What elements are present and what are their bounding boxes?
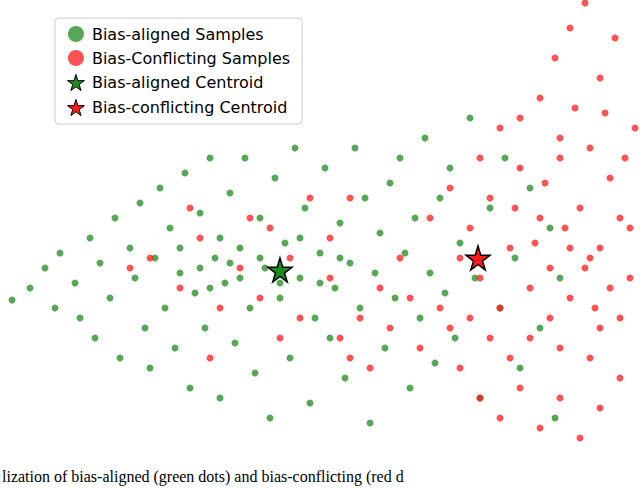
svg-text:Bias-conflicting Centroid: Bias-conflicting Centroid [92, 98, 288, 117]
svg-text:Bias-aligned Samples: Bias-aligned Samples [92, 25, 264, 44]
svg-text:Bias-Conflicting Samples: Bias-Conflicting Samples [92, 49, 290, 68]
svg-text:lization of bias-aligned (gree: lization of bias-aligned (green dots) an… [2, 468, 404, 486]
svg-text:Bias-aligned Centroid: Bias-aligned Centroid [92, 73, 263, 92]
